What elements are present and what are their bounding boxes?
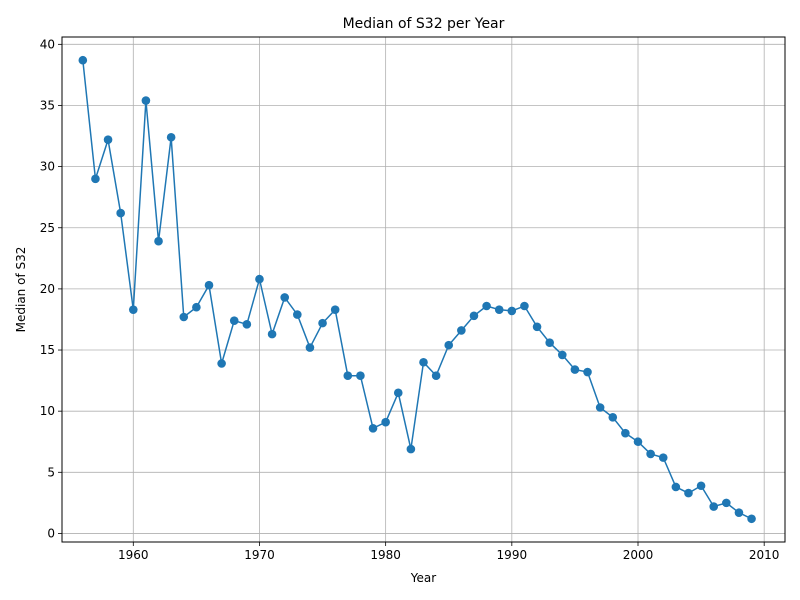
x-tick-label: 1980 [370,548,401,562]
plot-area-frame [61,36,786,543]
data-point [280,293,290,302]
data-point [545,338,554,347]
x-tick-label: 1970 [244,548,275,562]
axis-ticks: 1960 1970 1980 1990 2000 2010 0 5 10 15 20 25 30 35 40 [40,37,780,562]
data-point [722,498,731,508]
data-point [116,208,125,218]
data-point [356,371,365,381]
y-tick-label: 30 [40,160,55,174]
y-tick-label: 40 [40,37,55,51]
data-point [217,359,226,368]
data-point [747,514,756,524]
data-point [608,412,618,422]
data-point [671,482,681,492]
data-point [267,329,277,339]
y-tick-label: 10 [40,404,55,418]
data-point [204,280,214,290]
data-point [684,488,693,498]
data-point [532,322,542,332]
data-point [393,388,403,398]
x-tick-label: 2000 [623,548,654,562]
data-point [431,371,441,381]
data-point [141,96,151,105]
data-point [128,305,138,314]
data-point [343,371,353,381]
data-point [330,305,340,314]
data-point [570,365,580,374]
data-point [305,343,315,352]
data-point [179,312,189,322]
data-point [154,236,163,246]
data-point [696,481,706,491]
data-point [658,453,668,462]
data-point [621,428,630,438]
data-point [78,55,88,65]
data-point [368,423,378,433]
data-point [318,318,327,328]
data-point [166,132,176,142]
data-point [255,274,264,284]
y-tick-label: 0 [47,526,55,540]
x-tick-label: 1990 [497,548,528,562]
y-tick-label: 25 [40,221,55,235]
x-tick-label: 2010 [749,548,780,562]
x-axis-title: Year [410,571,436,585]
data-point [709,502,719,511]
data-point [482,301,491,311]
data-point [91,174,100,184]
data-point [469,311,479,321]
data-point [595,403,605,412]
y-axis-title: Median of S32 [14,247,28,333]
data-point [293,310,302,319]
data-point [558,350,567,360]
data-point [457,326,466,335]
chart-title: Median of S32 per Year [343,16,505,32]
data-point [381,417,390,427]
y-tick-label: 5 [47,465,55,479]
data-point [507,306,517,316]
data-point [734,508,744,517]
data-point [646,449,655,459]
data-point [419,357,428,367]
data-point [103,135,113,145]
data-point [242,320,252,329]
y-tick-label: 20 [40,282,55,296]
data-point [444,340,454,350]
data-point [192,302,201,312]
data-point [406,444,416,454]
y-tick-label: 15 [40,343,55,357]
data-point [633,437,643,447]
data-point [520,301,529,311]
y-tick-label: 35 [40,98,55,112]
data-point [494,305,504,314]
x-tick-label: 1960 [118,548,149,562]
data-series [78,55,756,524]
data-point [229,316,239,325]
data-point [583,367,592,377]
